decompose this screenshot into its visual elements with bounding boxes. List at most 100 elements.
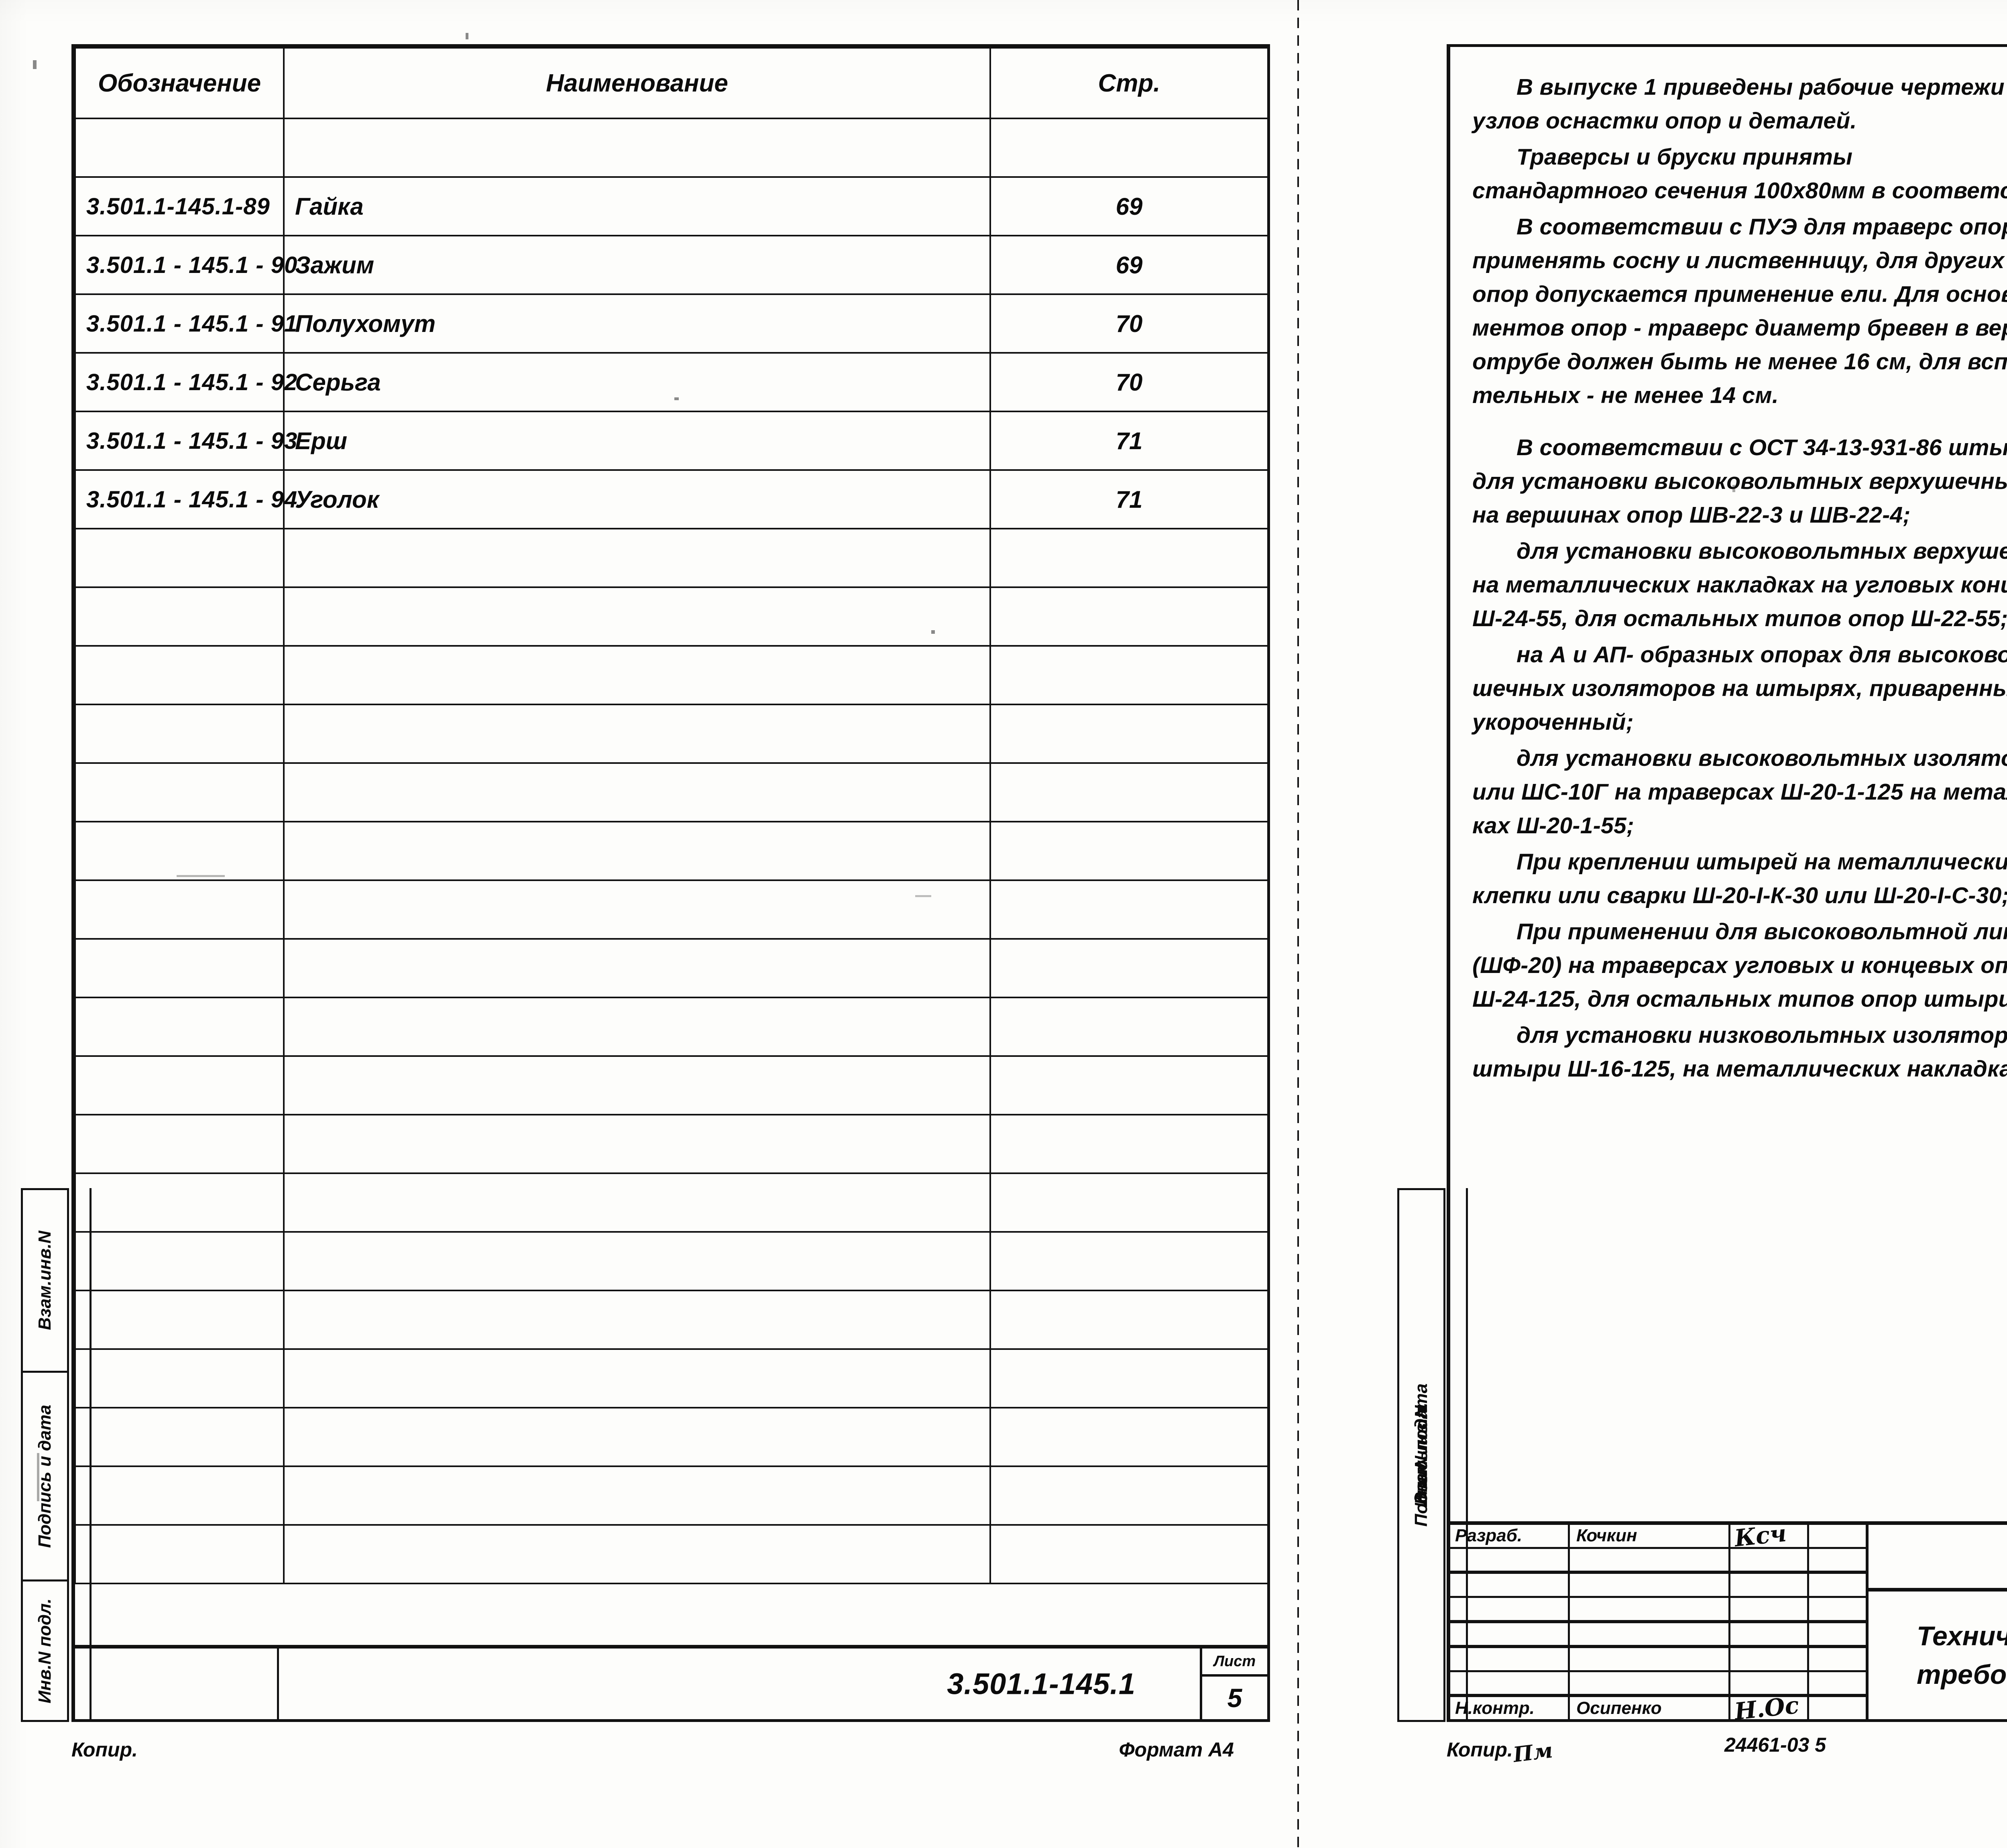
title-block-middle: Технические требования [1869, 1525, 2007, 1719]
table-cell-empty [989, 645, 1269, 705]
signature-date-cell [1809, 1672, 1866, 1694]
table-cell-empty [74, 1407, 285, 1467]
table-cell-empty [989, 1055, 1269, 1115]
requirements-line: шечных изоляторов на штырях, приваренных… [1472, 676, 2007, 701]
table-row-empty [74, 1465, 1269, 1526]
table-cell-empty [74, 645, 285, 705]
signature-role-text: Разраб. [1455, 1526, 1523, 1546]
document-title-area: Технические требования [1869, 1592, 2007, 1719]
signature-date-cell [1809, 1697, 1866, 1719]
requirements-line: на металлических накладках на угловых ко… [1472, 572, 2007, 598]
table-cell-empty [283, 821, 991, 881]
title-block-signature-row [1449, 1598, 1866, 1623]
signature-name-cell [1570, 1549, 1730, 1571]
table-cell-empty [283, 879, 991, 940]
title-block-signature-row [1449, 1574, 1866, 1598]
right-side-stamp-strip: Взам.инв.N Подпись и дата Инв.N подл. [1397, 1188, 1445, 1722]
table-row-empty [74, 821, 1269, 881]
table-cell-empty [283, 118, 991, 178]
table-cell-empty [74, 528, 285, 588]
table-cell-empty [989, 528, 1269, 588]
requirements-paragraph: В выпуске 1 приведены рабочие чертежи ко… [1472, 70, 2007, 138]
page-number-text: 69 [1115, 193, 1143, 220]
table-row-empty [74, 1055, 1269, 1115]
signature-role-cell: Разраб. [1449, 1525, 1570, 1547]
signature-mark-cell [1730, 1623, 1809, 1645]
table-cell-empty [283, 997, 991, 1057]
table-cell-empty [989, 1231, 1269, 1291]
table-cell-page: 70 [989, 293, 1269, 354]
table-row: 3.501.1-145.1-89 Гайка 69 [74, 176, 1269, 236]
signature-role-cell [1449, 1549, 1570, 1571]
table-row: 3.501.1 - 145.1 - 93 Ерш 71 [74, 411, 1269, 471]
signature-name-cell: Кочкин [1570, 1525, 1730, 1547]
table-cell-empty [989, 1524, 1269, 1584]
left-title-block-left-cell [74, 1649, 279, 1719]
copy-signature: Пм [1512, 1738, 1554, 1767]
stamp-cell-vzam: Взам.инв.N [23, 1190, 67, 1373]
signature-date-cell [1809, 1549, 1866, 1571]
page-number-text: 71 [1115, 486, 1143, 513]
drawing-number: 24461-03 5 [1724, 1734, 1826, 1756]
page-number-text: 70 [1115, 310, 1143, 337]
requirements-line: ках Ш-20-1-55; [1472, 813, 1635, 839]
requirements-line: В выпуске 1 приведены рабочие чертежи ко… [1516, 74, 2007, 100]
part-name-text: Полухомут [295, 310, 436, 337]
part-name-text: Уголок [295, 486, 379, 513]
table-cell-page: 69 [989, 176, 1269, 236]
sheet-code: 3.501.1-145.1 [947, 1667, 1136, 1701]
table-cell-name: Гайка [283, 176, 991, 236]
table-row: 3.501.1 - 145.1 - 92 Серьга 70 [74, 352, 1269, 412]
table-cell-designation: 3.501.1 - 145.1 - 93 [74, 411, 297, 471]
left-title-block-sheet-cell: Лист 5 [1200, 1649, 1267, 1719]
table-cell-empty [283, 645, 991, 705]
table-cell-empty [74, 762, 285, 822]
requirements-line: В соответствии с ПУЭ для траверс опор ВЛ… [1516, 214, 2007, 240]
page-gutter [1297, 0, 1299, 1848]
requirements-line: отрубе должен быть не менее 16 см, для в… [1472, 349, 2007, 374]
table-cell-empty [74, 1290, 285, 1350]
left-title-block-code-cell: 3.501.1-145.1 [279, 1649, 1200, 1719]
signature-name-cell [1570, 1598, 1730, 1620]
table-cell-empty [283, 1231, 991, 1291]
table-row-empty [74, 645, 1269, 705]
requirements-paragraph: для установки высоковольтных изоляторов … [1472, 741, 2007, 843]
requirements-line: применять сосну и лиственницу, для други… [1472, 248, 2007, 273]
requirements-line: Ш-24-125, для остальных типов опор штыри… [1472, 986, 2007, 1012]
parts-table-body: 3.501.1-145.1-89 Гайка 69 3.501.1 - 145.1 -… [74, 118, 1269, 1584]
title-block-signature-row [1449, 1648, 1866, 1672]
signature-mark-cell [1730, 1598, 1809, 1620]
requirements-paragraph: на А и АП- образных опорах для высоковол… [1472, 638, 2007, 739]
designation-text: 3.501.1-145.1-89 [86, 193, 270, 220]
designation-text: 3.501.1 - 145.1 - 93 [86, 427, 298, 454]
left-footer: Копир. Формат А4 [71, 1738, 1270, 1761]
table-cell-empty [989, 1172, 1269, 1233]
requirements-paragraph: для установки низковольтных изоляторов н… [1472, 1018, 2007, 1086]
part-name-text: Гайка [295, 193, 364, 220]
signature-date-cell [1809, 1598, 1866, 1620]
table-cell-empty [74, 1348, 285, 1408]
right-footer: Копир. Пм [1447, 1738, 2007, 1767]
table-cell-empty [74, 1114, 285, 1174]
left-side-stamp-strip: Взам.инв.N Подпись и дата Инв.N подл. [21, 1188, 69, 1722]
part-name-text: Серьга [295, 368, 381, 396]
requirements-line: на А и АП- образных опорах для высоковол… [1516, 642, 2007, 668]
designation-text: 3.501.1 - 145.1 - 94 [86, 486, 298, 513]
drawing-number-wrap: 24461-03 5 [1724, 1733, 1826, 1756]
column-header-page: Стр. [989, 47, 1269, 119]
signature-mark-cell [1730, 1648, 1809, 1670]
table-row: 3.501.1 - 145.1 - 91 Полухомут 70 [74, 293, 1269, 354]
title-block-signature-row [1449, 1672, 1866, 1697]
title-block-signature-row: Н.контр. Осипенко Н.Ос [1449, 1691, 1866, 1725]
table-cell-page: 71 [989, 411, 1269, 471]
title-block-signature-row [1449, 1549, 1866, 1574]
table-cell-empty [74, 938, 285, 998]
table-cell-empty [74, 821, 285, 881]
table-cell-designation: 3.501.1-145.1-89 [74, 176, 285, 236]
right-title-block: Разраб. Кочкин Ксч Н.контр. Осипенко Н.Ос Тех… [1447, 1520, 2007, 1725]
scan-speck [33, 60, 37, 69]
designation-text: 3.501.1 - 145.1 - 90 [86, 252, 298, 278]
table-cell-empty [74, 1524, 285, 1584]
stamp-cell-inv: Инв.N подл. [1399, 1402, 1443, 1720]
signature-date-cell [1809, 1648, 1866, 1670]
